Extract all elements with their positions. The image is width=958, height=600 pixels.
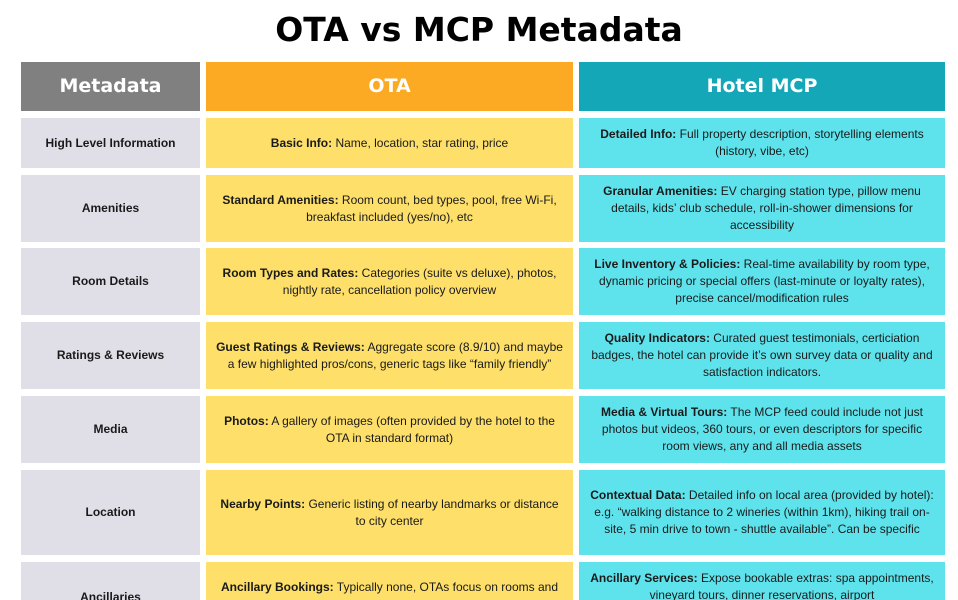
cell-text: EV charging station type, pillow menu de… (611, 184, 921, 232)
cell-text: Curated guest testimonials, certiciation… (591, 331, 933, 379)
row-mcp-cell: Quality Indicators: Curated guest testim… (579, 322, 945, 389)
cell-label: Basic Info: (270, 135, 333, 150)
cell-text: A gallery of images (often provided by t… (268, 413, 555, 445)
row-metadata-label: High Level Information (21, 118, 200, 168)
row-metadata-label: Location (21, 470, 200, 555)
row-mcp-cell: Granular Amenities: EV charging station … (579, 175, 945, 242)
cell-text: Real-time availability by room type, dyn… (599, 257, 930, 305)
cell-text: The MCP feed could include not just phot… (601, 405, 923, 453)
cell-label: Photos: (224, 413, 269, 428)
cell-text: Aggregate score (8.9/10) and maybe a few… (227, 339, 563, 371)
row-ota-cell: Ancillary Bookings: Typically none, OTAs… (206, 562, 573, 600)
row-metadata-label: Amenities (21, 175, 200, 242)
row-ota-cell: Nearby Points: Generic listing of nearby… (206, 470, 573, 555)
cell-text: Full property description, storytelling … (676, 127, 924, 158)
cell-text: Expose bookable extras: spa appointments… (649, 571, 934, 600)
row-mcp-cell: Contextual Data: Detailed info on local … (579, 470, 945, 555)
row-metadata-label: Ancillaries (21, 562, 200, 600)
cell-label: Granular Amenities: (603, 184, 718, 198)
cell-label: Live Inventory & Policies: (594, 257, 741, 271)
row-metadata-label: Room Details (21, 248, 200, 315)
row-ota-cell: Guest Ratings & Reviews: Aggregate score… (206, 322, 573, 389)
row-mcp-cell: Live Inventory & Policies: Real-time ava… (579, 248, 945, 315)
cell-label: Ancillary Services: (590, 571, 698, 585)
page-title: OTA vs MCP Metadata (275, 10, 683, 49)
header-metadata: Metadata (21, 62, 200, 111)
cell-label: Contextual Data: (590, 488, 686, 502)
row-mcp-cell: Ancillary Services: Expose bookable extr… (579, 562, 945, 600)
cell-label: Media & Virtual Tours: (601, 405, 728, 419)
row-mcp-cell: Media & Virtual Tours: The MCP feed coul… (579, 396, 945, 463)
cell-text: Generic listing of nearby landmarks or d… (305, 496, 559, 528)
cell-text: Typically none, OTAs focus on rooms and (333, 580, 559, 594)
row-metadata-label: Media (21, 396, 200, 463)
row-ota-cell: Basic Info: Name, location, star rating,… (206, 118, 573, 168)
row-mcp-cell: Detailed Info: Full property description… (579, 118, 945, 168)
header-hotel-mcp: Hotel MCP (579, 62, 945, 111)
cell-label: Nearby Points: (220, 496, 306, 511)
cell-label: Guest Ratings & Reviews: (216, 339, 365, 354)
cell-label: Standard Amenities: (222, 192, 339, 207)
row-ota-cell: Photos: A gallery of images (often provi… (206, 396, 573, 463)
cell-label: Quality Indicators: (604, 331, 710, 345)
cell-label: Room Types and Rates: (222, 265, 359, 280)
row-ota-cell: Room Types and Rates: Categories (suite … (206, 248, 573, 315)
row-metadata-label: Ratings & Reviews (21, 322, 200, 389)
cell-text: Name, location, star rating, price (332, 135, 509, 150)
row-ota-cell: Standard Amenities: Room count, bed type… (206, 175, 573, 242)
cell-text: Categories (suite vs deluxe), photos, ni… (282, 265, 557, 297)
cell-label: Ancillary Bookings: (220, 580, 334, 594)
cell-label: Detailed Info: (600, 127, 677, 141)
header-ota: OTA (206, 62, 573, 111)
cell-text: Detailed info on local area (provided by… (594, 488, 934, 536)
cell-text: Room count, bed types, pool, free Wi-Fi,… (306, 192, 557, 224)
